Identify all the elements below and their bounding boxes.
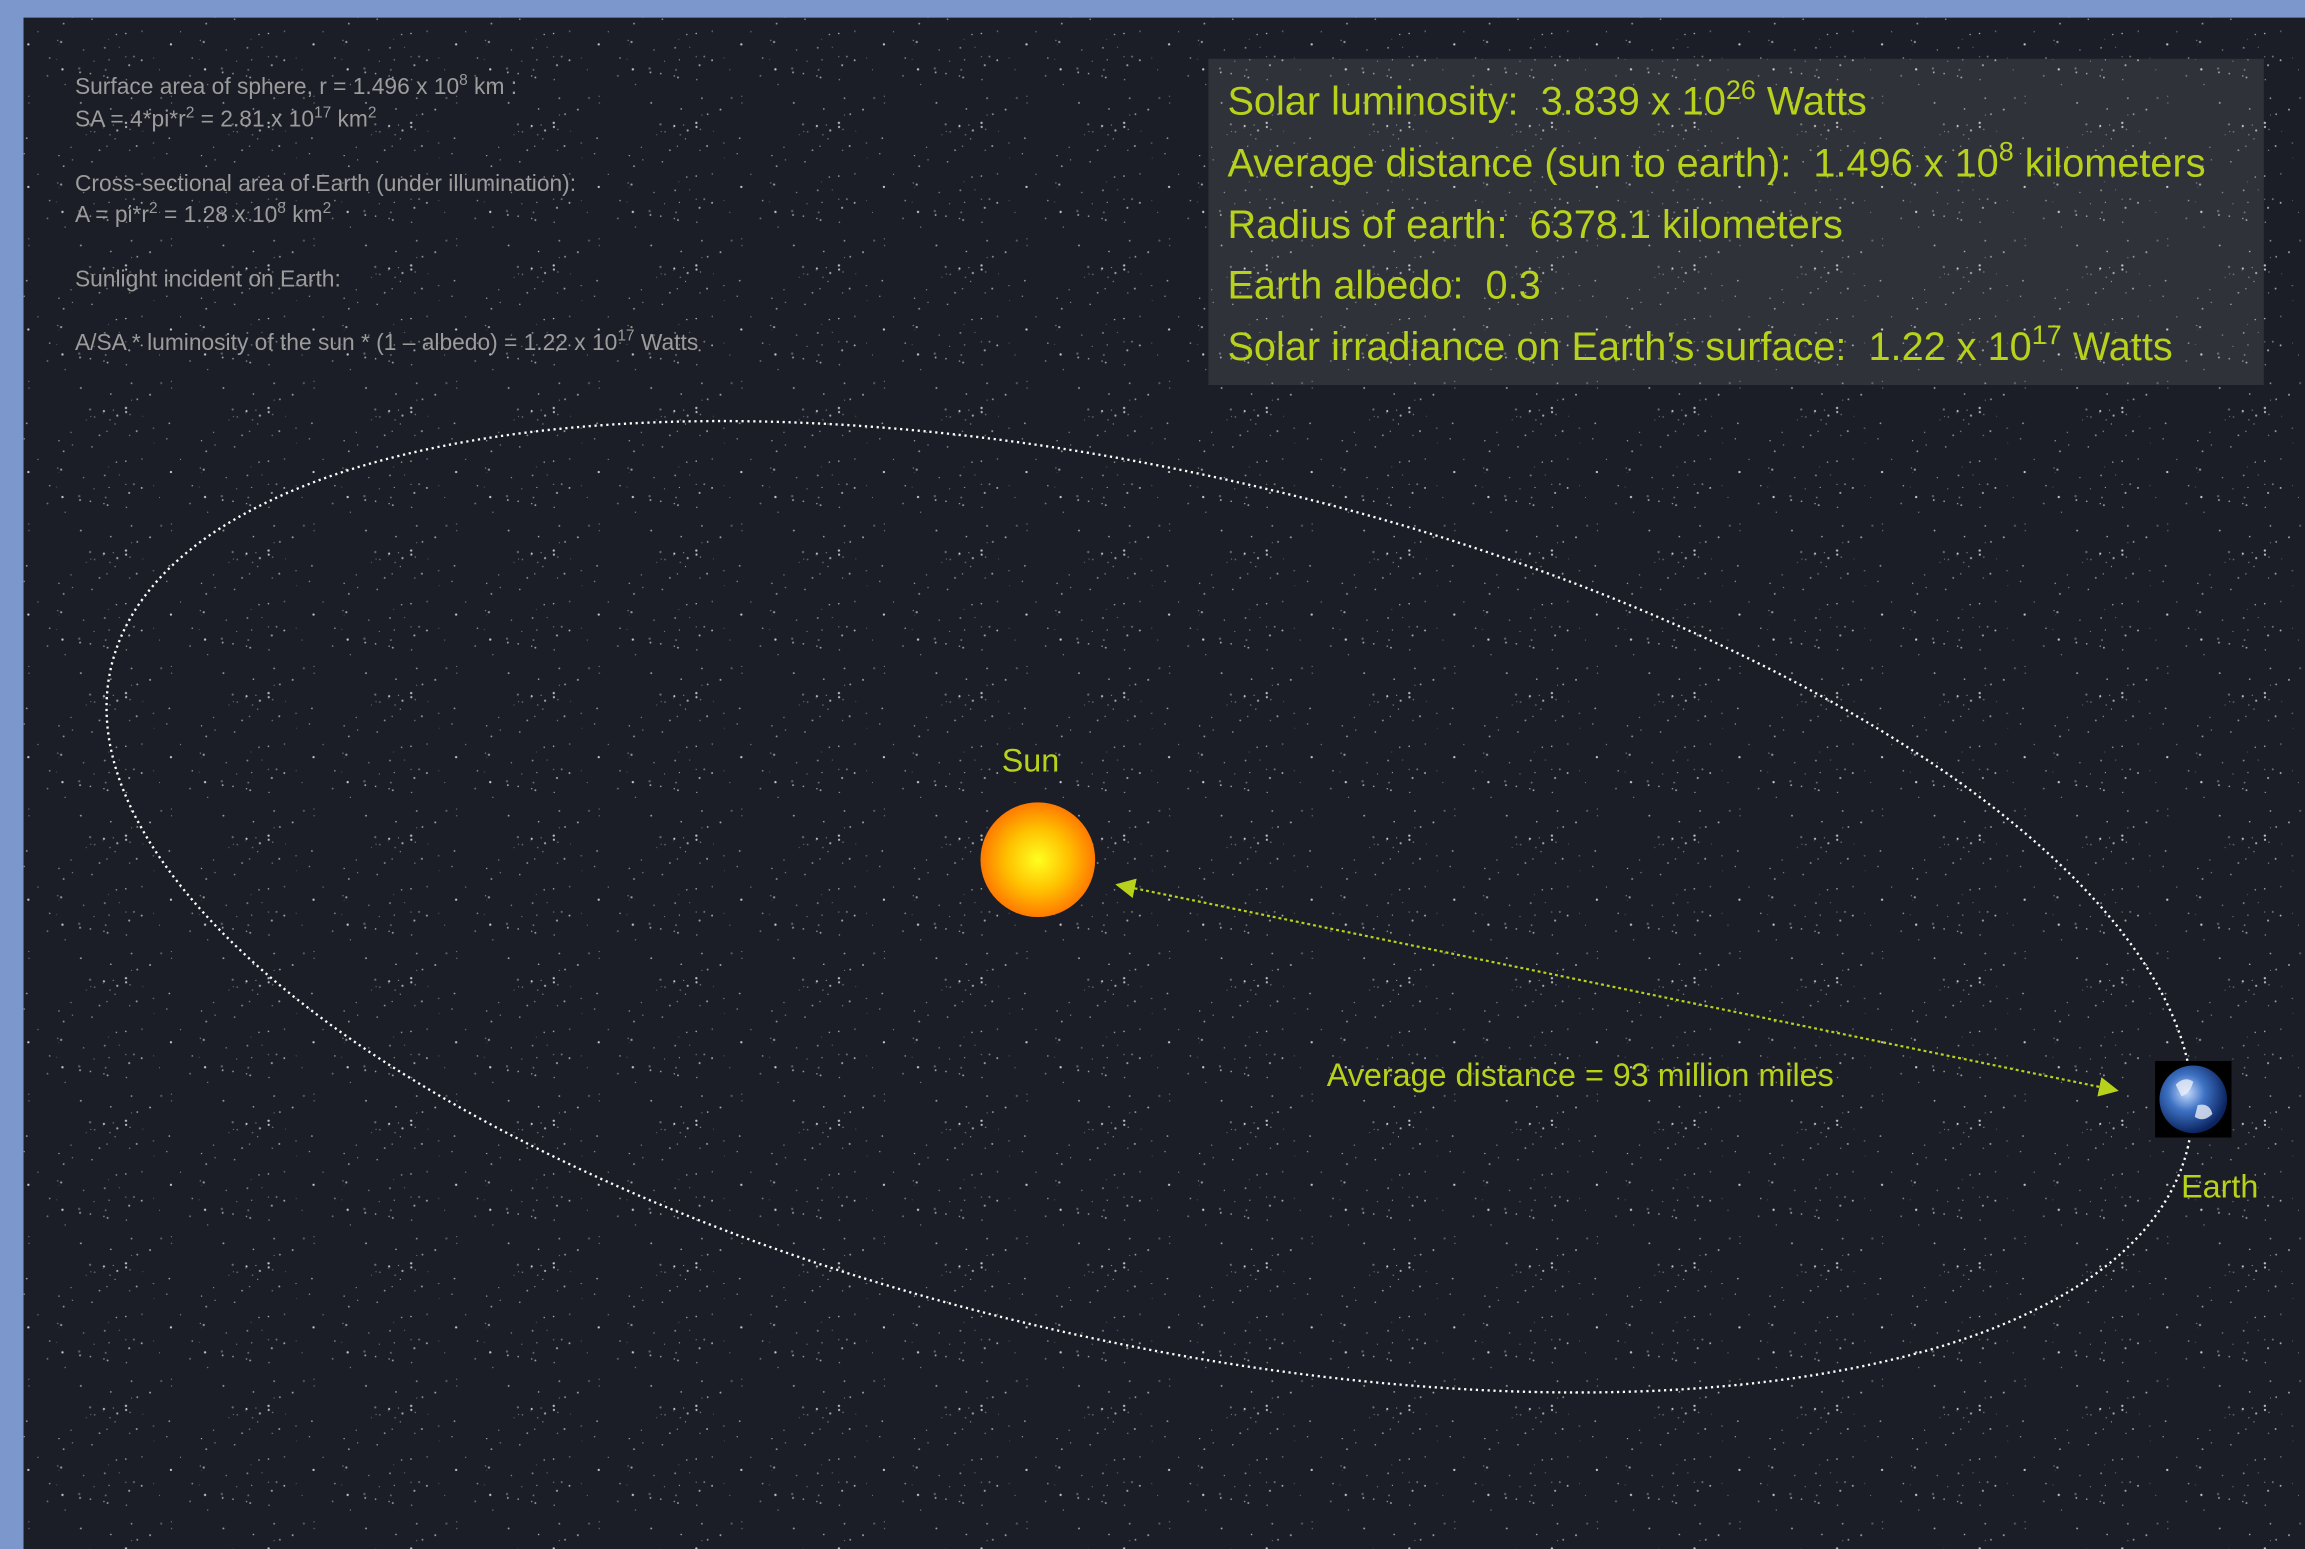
text-run: A = pi*r [75, 201, 149, 227]
text-run: Average distance (sun to earth): 1.496 x… [1227, 141, 1998, 185]
text-run: Radius of earth: 6378.1 kilometers [1227, 203, 1842, 247]
note-line: A/SA * luminosity of the sun * (1 – albe… [75, 328, 698, 355]
earth-label: Earth [2181, 1169, 2258, 1205]
note-line: Cross-sectional area of Earth (under ill… [75, 170, 576, 196]
earth [2159, 1065, 2227, 1133]
text-run: Solar irradiance on Earth’s surface: 1.2… [1227, 325, 2031, 369]
text-run: Watts [1756, 80, 1867, 124]
fact-line: Average distance (sun to earth): 1.496 x… [1227, 136, 2205, 185]
fact-line: Solar irradiance on Earth’s surface: 1.2… [1227, 320, 2172, 369]
superscript: 2 [368, 104, 377, 121]
text-run: km : [468, 73, 517, 99]
text-run: A/SA * luminosity of the sun * (1 – albe… [75, 329, 617, 355]
superscript: 17 [617, 328, 634, 345]
sun [981, 802, 1096, 917]
superscript: 8 [1999, 136, 2014, 166]
text-run: SA = 4*pi*r [75, 105, 186, 131]
fact-line: Radius of earth: 6378.1 kilometers [1227, 203, 1842, 247]
fact-line: Earth albedo: 0.3 [1227, 263, 1540, 307]
page: Sun Earth Average distance = 93 million … [0, 0, 2305, 1549]
superscript: 26 [1726, 75, 1756, 105]
scene: Sun Earth Average distance = 93 million … [0, 0, 2305, 1549]
note-line: Sunlight incident on Earth: [75, 266, 341, 292]
superscript: 17 [2032, 320, 2062, 350]
distance-label: Average distance = 93 million miles [1327, 1057, 1834, 1093]
note-line: Surface area of sphere, r = 1.496 x 108 … [75, 72, 517, 99]
text-run: Solar luminosity: 3.839 x 10 [1227, 80, 1725, 124]
note-line: SA = 4*pi*r2 = 2.81 x 1017 km2 [75, 104, 377, 131]
sun-label: Sun [1002, 743, 1060, 779]
text-run: Watts [2062, 325, 2173, 369]
fact-line: Solar luminosity: 3.839 x 1026 Watts [1227, 75, 1866, 124]
superscript: 2 [149, 200, 158, 217]
text-run: = 2.81 x 10 [194, 105, 314, 131]
text-run: Cross-sectional area of Earth (under ill… [75, 170, 576, 196]
text-run: Surface area of sphere, r = 1.496 x 10 [75, 73, 459, 99]
text-run: km [286, 201, 323, 227]
note-line: A = pi*r2 = 1.28 x 108 km2 [75, 200, 331, 227]
text-run: = 1.28 x 10 [158, 201, 278, 227]
superscript: 8 [277, 200, 286, 217]
superscript: 17 [314, 104, 331, 121]
superscript: 8 [459, 72, 468, 89]
text-run: kilometers [2014, 141, 2206, 185]
superscript: 2 [186, 104, 195, 121]
text-run: Watts [635, 329, 699, 355]
text-run: Earth albedo: 0.3 [1227, 263, 1540, 307]
superscript: 2 [323, 200, 332, 217]
text-run: Sunlight incident on Earth: [75, 266, 341, 292]
text-run: km [331, 105, 368, 131]
